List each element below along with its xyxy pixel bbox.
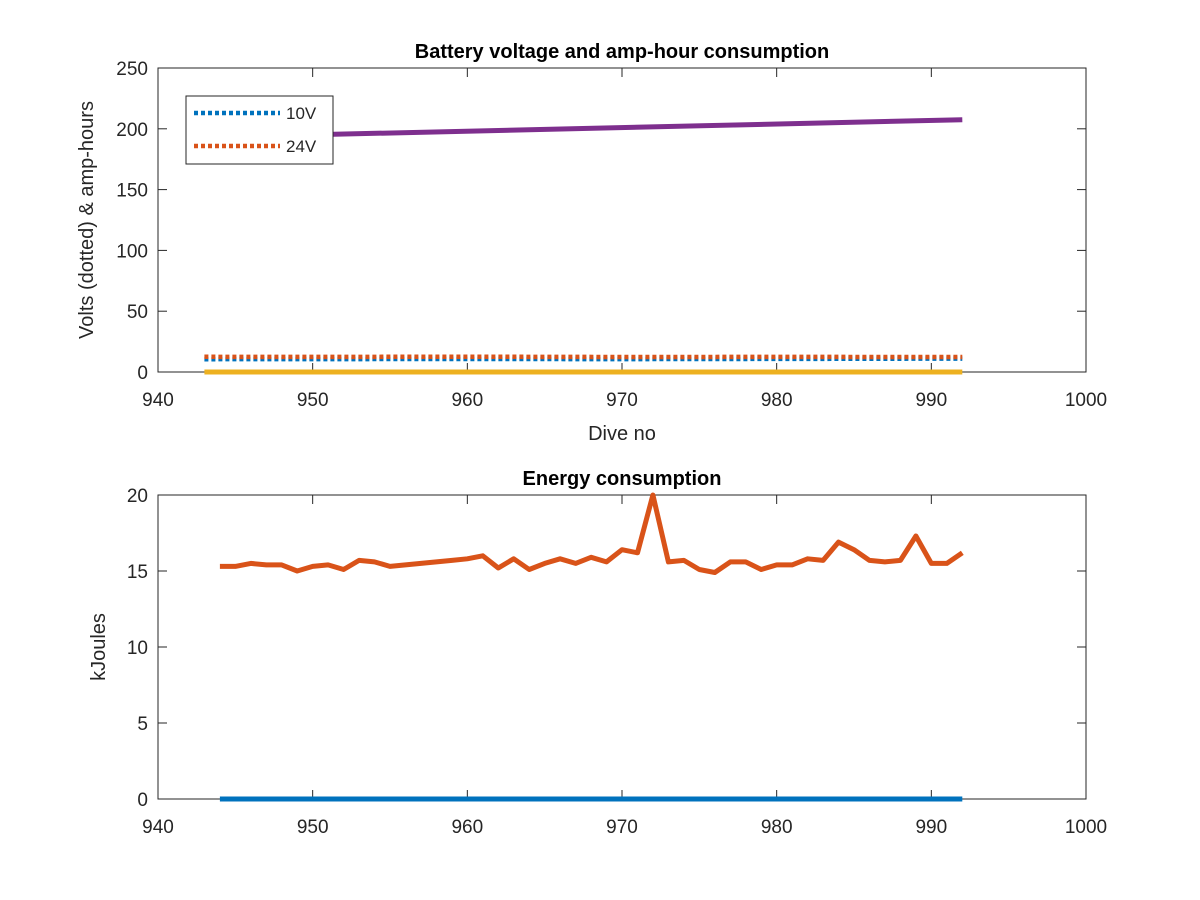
bottom-subplot: 940 950 960 970 980 990 1000 0 5 10 15 20 Energy c… (88, 468, 1107, 838)
legend-label-10v: 10V (286, 104, 317, 123)
bottom-series (219, 492, 964, 802)
top-subplot: 940 950 960 970 980 990 1000 0 50 100 150 200 250 B… (76, 41, 1107, 445)
top-y-tick-label: 150 (116, 181, 148, 202)
top-x-tick-label: 1000 (1065, 390, 1107, 411)
top-x-tick-label: 960 (451, 390, 483, 411)
top-y-tick-label: 100 (116, 241, 148, 262)
top-y-ticks: 0 50 100 150 200 250 (116, 59, 1086, 384)
bottom-x-tick-label: 990 (915, 817, 947, 838)
legend-box (185, 95, 334, 165)
top-y-tick-label: 200 (116, 120, 148, 141)
bottom-x-tick-label: 970 (606, 817, 638, 838)
bottom-x-tick-label: 960 (451, 817, 483, 838)
legend-label-24v: 24V (286, 137, 317, 156)
top-x-tick-label: 990 (915, 390, 947, 411)
top-x-tick-label: 970 (606, 390, 638, 411)
bottom-y-tick-label: 15 (127, 562, 148, 583)
bottom-chart-title: Energy consumption (523, 468, 722, 490)
bottom-series-line-2 (219, 492, 964, 575)
bottom-x-tick-label: 980 (761, 817, 793, 838)
bottom-plot-area (157, 494, 1087, 800)
top-y-tick-label: 250 (116, 59, 148, 80)
top-x-ticks: 940 950 960 970 980 990 1000 (142, 68, 1107, 411)
top-x-tick-label: 950 (297, 390, 329, 411)
bottom-x-tick-label: 950 (297, 817, 329, 838)
bottom-y-axis-label: kJoules (88, 613, 110, 681)
bottom-y-tick-label: 0 (137, 790, 148, 811)
bottom-x-tick-label: 940 (142, 817, 174, 838)
bottom-y-ticks: 0 5 10 15 20 (127, 486, 1086, 811)
bottom-x-ticks: 940 950 960 970 980 990 1000 (142, 495, 1107, 838)
bottom-x-tick-label: 1000 (1065, 817, 1107, 838)
bottom-y-tick-label: 10 (127, 638, 148, 659)
top-y-tick-label: 0 (137, 363, 148, 384)
top-legend: 10V 24V (185, 95, 334, 165)
bottom-y-tick-label: 20 (127, 486, 148, 507)
top-x-tick-label: 980 (761, 390, 793, 411)
top-y-axis-label: Volts (dotted) & amp-hours (76, 101, 98, 339)
top-x-tick-label: 940 (142, 390, 174, 411)
top-chart-title: Battery voltage and amp-hour consumption (415, 41, 829, 63)
top-x-axis-label: Dive no (588, 423, 656, 445)
top-y-tick-label: 50 (127, 302, 148, 323)
bottom-y-tick-label: 5 (137, 714, 148, 735)
